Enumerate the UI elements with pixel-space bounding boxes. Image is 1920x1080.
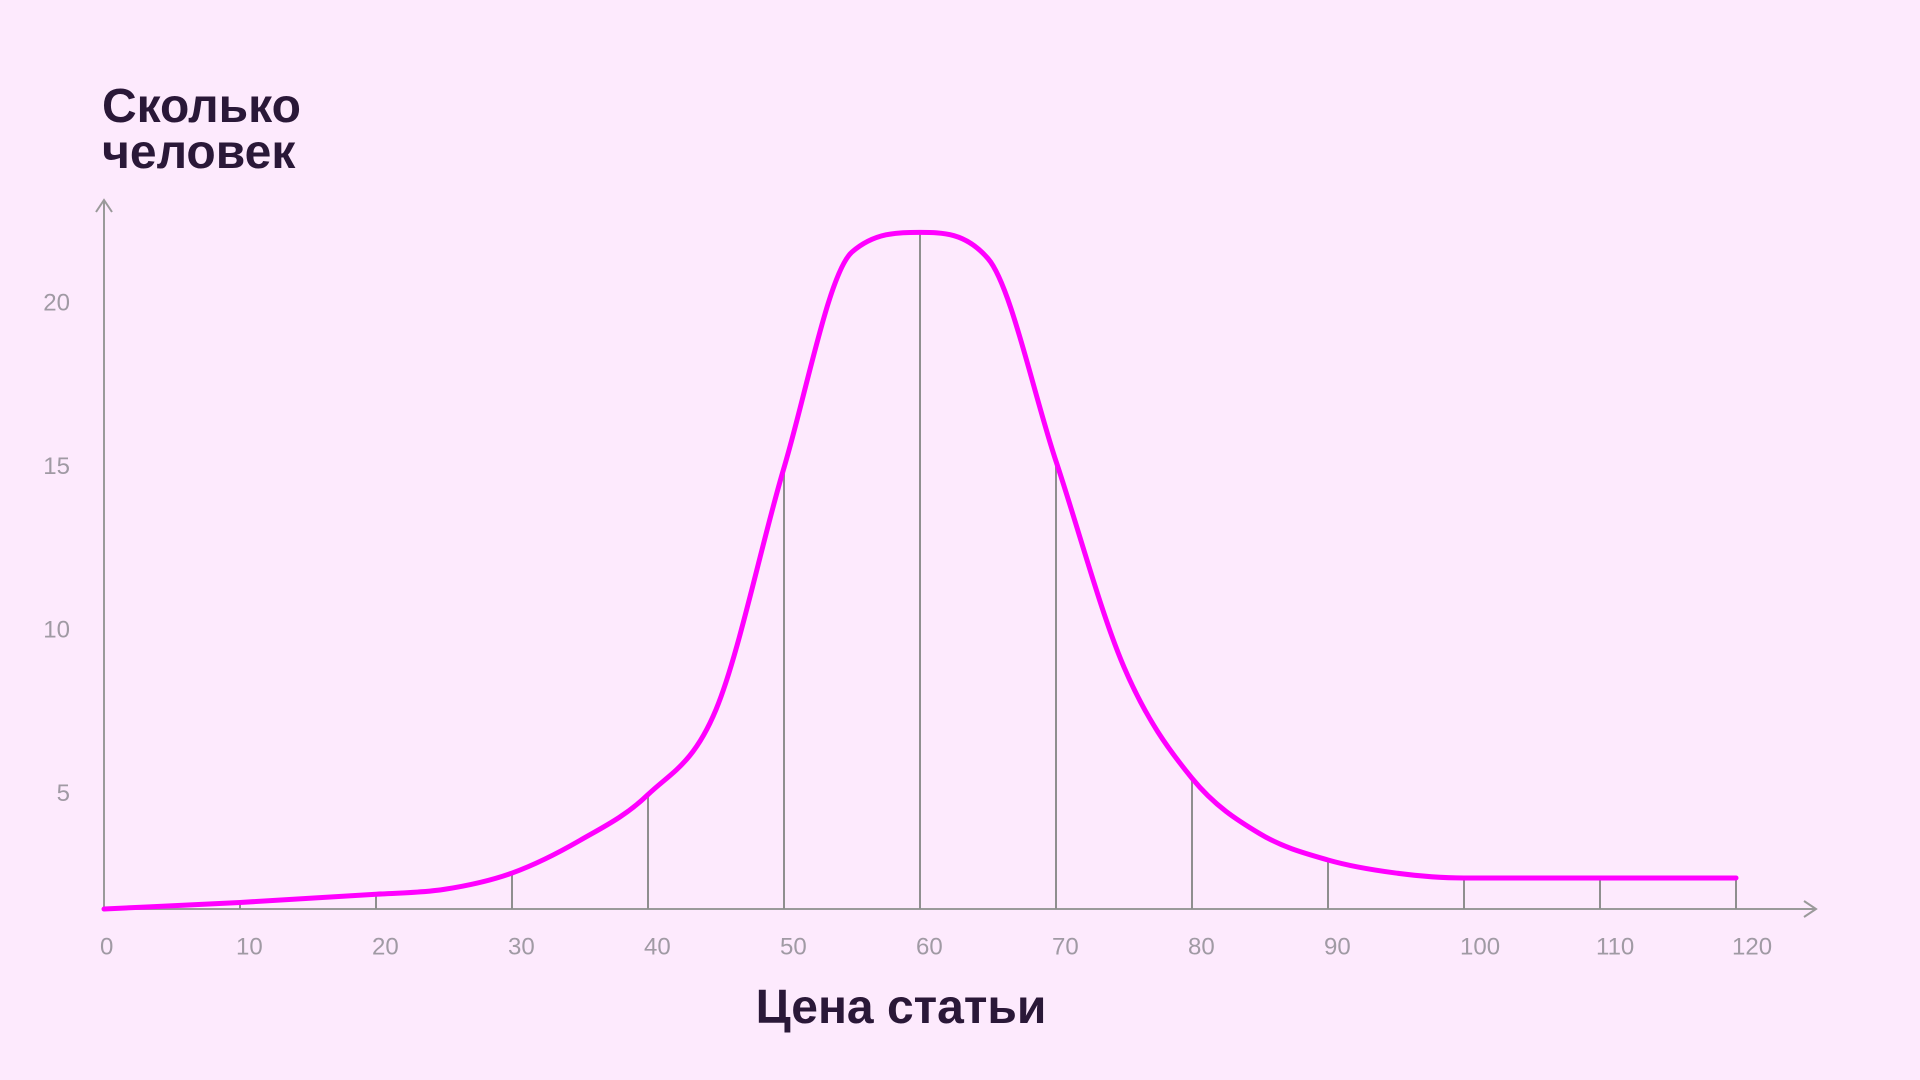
x-tick-label: 10 xyxy=(236,933,263,960)
x-tick-label: 100 xyxy=(1460,933,1500,960)
x-tick-label: 20 xyxy=(372,933,399,960)
y-tick-label: 5 xyxy=(57,780,70,807)
x-tick-label: 60 xyxy=(916,933,943,960)
x-tick-label: 80 xyxy=(1188,933,1215,960)
y-tick-label: 20 xyxy=(43,290,70,317)
x-tick-label: 0 xyxy=(100,933,113,960)
x-tick-label: 50 xyxy=(780,933,807,960)
y-tick-label: 10 xyxy=(43,617,70,644)
y-axis-title: Сколько человек xyxy=(102,80,301,179)
x-axis-arrow xyxy=(1803,900,1818,918)
x-tick-label: 30 xyxy=(508,933,535,960)
x-tick-label: 70 xyxy=(1052,933,1079,960)
x-axis-title: Цена статьи xyxy=(755,981,1047,1034)
y-axis-arrow xyxy=(95,198,113,213)
x-tick-label: 110 xyxy=(1596,933,1634,960)
y-tick-label: 15 xyxy=(43,453,70,480)
x-tick-label: 40 xyxy=(644,933,671,960)
x-tick-label: 120 xyxy=(1732,933,1772,960)
x-tick-label: 90 xyxy=(1324,933,1351,960)
line xyxy=(101,229,1739,912)
